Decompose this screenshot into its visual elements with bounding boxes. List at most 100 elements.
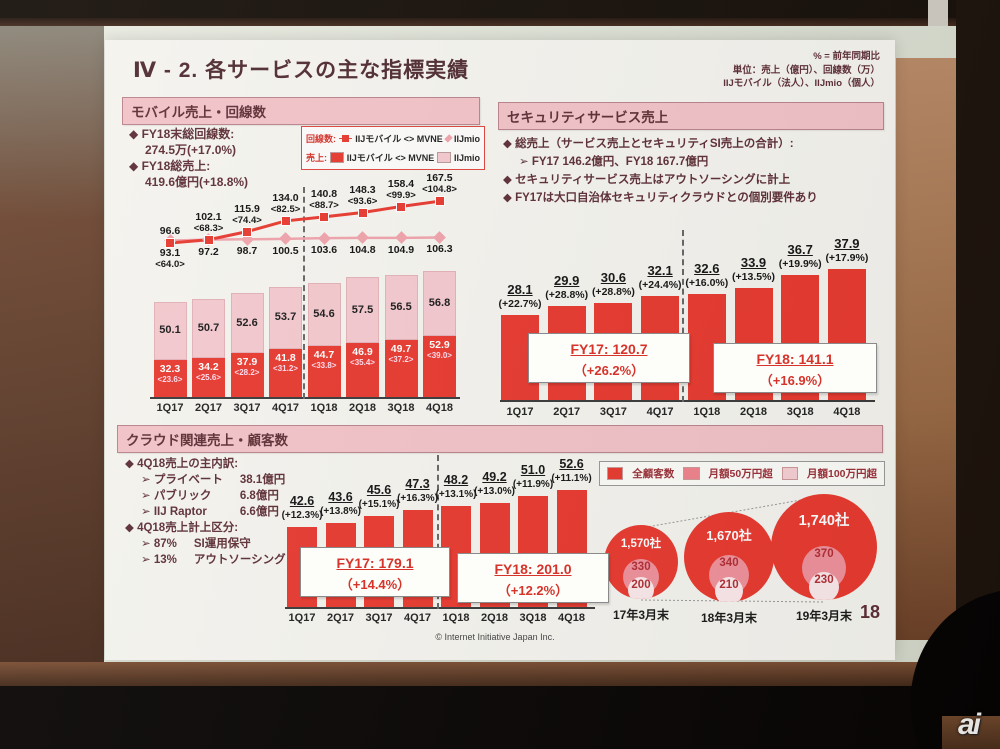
- line-marker-square: [165, 238, 175, 248]
- x-tick-label: 3Q18: [387, 402, 415, 414]
- bar-pct-label: (+11.9%): [512, 479, 554, 490]
- x-tick-label: 4Q18: [426, 402, 453, 414]
- bar-segment-mvne-revenue: 49.7 <37.2>: [384, 339, 418, 397]
- right-wall: [896, 58, 958, 640]
- page-title: Ⅳ - 2. 各サービスの主な指標実績: [133, 59, 470, 82]
- line-value-label: 104.9: [387, 243, 415, 256]
- bar-sub-label: <39.0>: [427, 351, 452, 361]
- bar-segment-mvne-revenue: 34.2 <25.6>: [192, 357, 225, 397]
- foreground-object: [942, 716, 1000, 749]
- bullet-label: FY18総売上:: [141, 159, 211, 173]
- line-value-label: 100.5: [272, 244, 299, 257]
- all-customers-swatch-icon: [607, 467, 624, 480]
- arrow-icon: ➢: [141, 506, 151, 518]
- bubble-x-label: 17年3月末: [612, 608, 670, 622]
- section-header-cloud: クラウド関連売上・顧客数: [117, 425, 883, 453]
- legend-series-label: 全顧客数: [632, 468, 675, 480]
- line-value-label: 97.2: [198, 245, 219, 258]
- diamond-bullet-icon: ◆: [125, 522, 134, 534]
- bullet-label: 総売上（サービス売上とセキュリティSI売上の合計）:: [515, 138, 794, 150]
- line-value-label: 106.3: [426, 243, 453, 256]
- slide-notes: % = 前年同期比 単位：売上（億円）、回線数（万） IIJモバイル（法人）、I…: [723, 50, 880, 91]
- bar-segment-mvne-revenue: 32.3 <23.6>: [153, 359, 187, 397]
- bar-segment-mvne-revenue: 41.8 <31.2>: [269, 348, 302, 397]
- fy-total-annotation: FY18: 141.1 （+16.9%）: [713, 343, 877, 393]
- x-tick-label: 4Q18: [558, 612, 585, 624]
- bar-pct-label: (+13.5%): [732, 270, 775, 283]
- item-name: 13%: [153, 554, 177, 566]
- pink-bar-swatch-icon: [437, 152, 451, 163]
- annotation-pct: （+26.2%）: [573, 363, 645, 378]
- legend-series-label: IIJmio: [453, 133, 480, 144]
- bubble-total-label: 1,570社: [620, 538, 662, 551]
- bullet-value: 419.6億円(+18.8%): [145, 175, 249, 189]
- bar-segment-mvne-revenue: 44.7 <33.8>: [307, 345, 341, 397]
- bar-segment-iijmio-revenue: 50.7: [192, 299, 225, 358]
- x-axis: [285, 607, 595, 609]
- bubble-over-500k-label: 340: [719, 557, 739, 569]
- x-tick-label: 3Q17: [365, 612, 393, 624]
- screen-bottom-edge: [0, 662, 1000, 690]
- x-tick-label: 2Q18: [481, 612, 508, 624]
- bar-segment-mvne-revenue: 52.9 <39.0>: [423, 336, 456, 397]
- bar-segment-iijmio-revenue: 56.8: [423, 270, 456, 337]
- bar-pct-label: (+15.1%): [358, 498, 400, 510]
- right-wall-edge: [956, 0, 1000, 700]
- over-1m-swatch-icon: [781, 467, 798, 480]
- annotation-pct: （+12.2%）: [497, 583, 569, 598]
- line-value-label: 167.5 <104.8>: [422, 172, 457, 196]
- x-tick-label: 1Q18: [310, 402, 338, 414]
- bubble-over-1m: 230: [809, 572, 839, 600]
- bar-pct-label: (+12.3%): [281, 510, 323, 522]
- x-tick-label: 4Q17: [646, 406, 674, 418]
- bar-sub-label: <37.2>: [388, 354, 414, 364]
- diamond-bullet-icon: ◆: [503, 192, 512, 204]
- security-bar-chart: 28.1 (+22.7%) 1Q17 29.9 (+28.8%) 2Q17 30.6 (+28…: [499, 230, 885, 425]
- line-value-label: 104.8: [349, 243, 376, 256]
- annotation-title: FY17: 179.1: [336, 555, 414, 571]
- diamond-bullet-icon: ◆: [503, 174, 512, 186]
- bubble-over-1m-label: 230: [814, 574, 834, 587]
- bar-value-label: 46.9: [352, 346, 373, 359]
- bar-value-label: 43.6: [328, 490, 353, 505]
- mobile-bullets: ◆ FY18末総回線数: 274.5万(+17.0%) ◆ FY18総売上: 4…: [129, 126, 248, 190]
- red-bar-swatch-icon: [330, 152, 344, 163]
- x-tick-label: 4Q17: [404, 612, 431, 624]
- bar-value-label: 32.6: [694, 260, 720, 276]
- note-line: 単位：売上（億円）、回線数（万）: [732, 64, 880, 76]
- bar-value-label: 37.9: [834, 235, 860, 251]
- bullet-label: FY17は大口自治体セキュリティクラウドとの個別要件あり: [515, 192, 818, 204]
- bar-value-label: 36.7: [787, 241, 813, 257]
- x-tick-label: 1Q18: [693, 406, 721, 418]
- line-value-label: 103.6: [310, 244, 338, 257]
- bar-value-label: 29.9: [554, 273, 580, 289]
- bar-sub-label: <28.2>: [234, 368, 260, 378]
- line-value-label: 98.7: [236, 245, 258, 258]
- bubble-x-label: 19年3月末: [795, 609, 853, 623]
- line-value-label: 158.4 <99.9>: [386, 177, 416, 201]
- x-tick-label: 1Q18: [442, 612, 470, 624]
- annotation-pct: （+16.9%）: [759, 373, 831, 388]
- bar-value-label: 30.6: [600, 270, 627, 286]
- bar-sub-label: <35.4>: [350, 358, 375, 368]
- legend-series-label: IIJモバイル <> MVNE: [355, 134, 443, 144]
- x-tick-label: 3Q17: [599, 406, 627, 418]
- x-tick-label: 1Q17: [506, 406, 534, 418]
- item-value: 6.8億円: [239, 490, 279, 502]
- bar-value-label: 57.5: [351, 303, 374, 316]
- line-value-label: 93.1 <64.0>: [155, 246, 185, 270]
- bar-value-label: 32.3: [159, 362, 181, 375]
- item-name: プライベート: [153, 474, 223, 486]
- bar-sub-label: <25.6>: [196, 372, 221, 382]
- cloud-bar-chart: 42.6 (+12.3%) 1Q17 43.6 (+13.8%) 2Q17 45.6 (+15…: [282, 455, 615, 660]
- period-divider: [303, 187, 305, 399]
- annotation-title: FY18: 201.0: [494, 561, 572, 577]
- diamond-bullet-icon: ◆: [125, 458, 134, 470]
- bar-segment-iijmio-revenue: 56.5: [384, 274, 418, 340]
- bubble-total-label: 1,740社: [798, 512, 850, 529]
- legend-series-label: IIJmio: [453, 152, 480, 163]
- period-divider: [437, 455, 439, 609]
- x-tick-label: 4Q18: [833, 406, 861, 418]
- arrow-icon: ➢: [141, 554, 151, 566]
